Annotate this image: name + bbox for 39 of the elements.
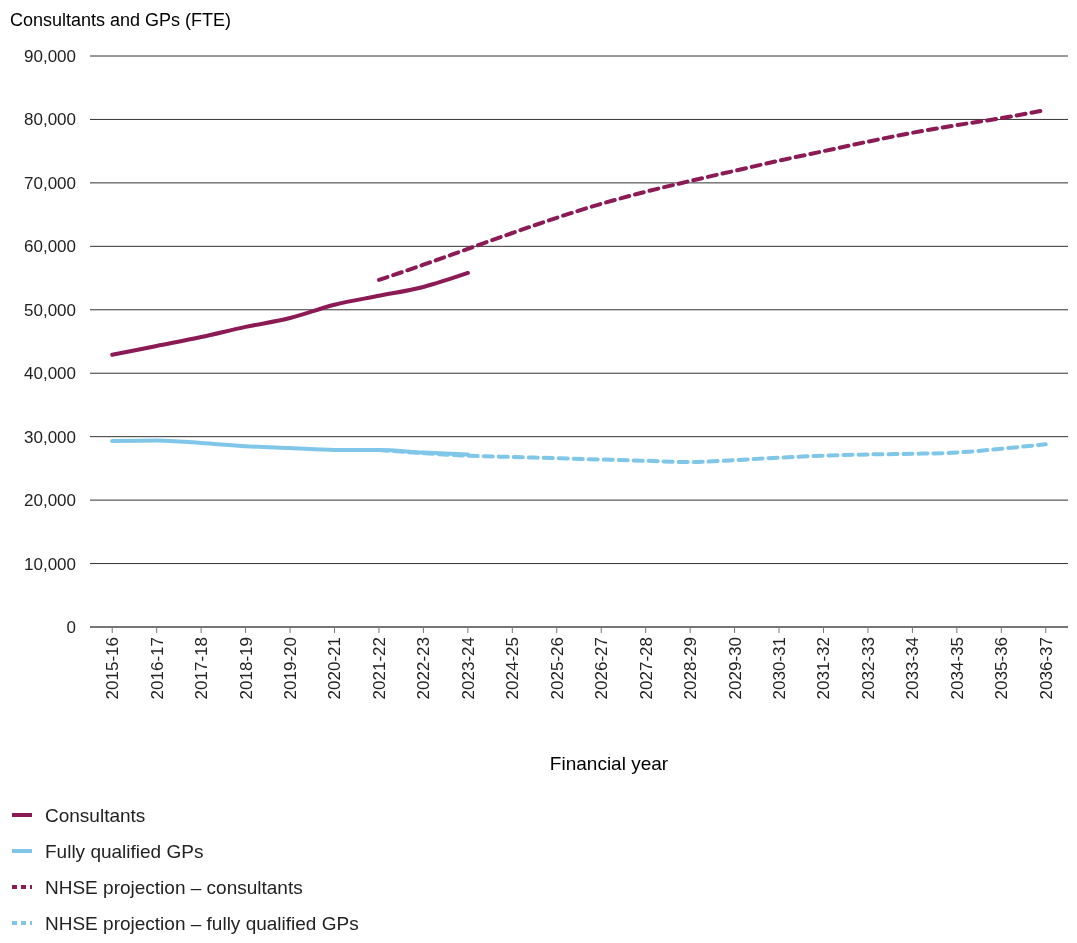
x-tick-label: 2020-21 xyxy=(325,637,345,700)
y-tick-label: 70,000 xyxy=(24,173,76,193)
x-tick-label: 2017-18 xyxy=(192,637,212,700)
x-tick-label: 2025-26 xyxy=(547,637,567,700)
x-tick-label: 2035-36 xyxy=(992,637,1012,700)
legend-label: NHSE projection – fully qualified GPs xyxy=(45,912,359,934)
x-tick-label: 2032-33 xyxy=(858,637,878,700)
x-tick-label: 2034-35 xyxy=(947,637,967,700)
y-tick-label: 60,000 xyxy=(24,237,76,257)
x-tick-label: 2024-25 xyxy=(503,637,523,700)
y-tick-label: 90,000 xyxy=(24,46,76,66)
legend-label: Fully qualified GPs xyxy=(45,840,204,862)
x-tick-label: 2019-20 xyxy=(281,637,300,700)
x-tick-label: 2018-19 xyxy=(236,637,256,700)
x-tick-label: 2022-23 xyxy=(414,637,434,700)
legend-label: NHSE projection – consultants xyxy=(45,876,303,898)
x-tick-label: 2026-27 xyxy=(592,637,612,700)
legend-label: Consultants xyxy=(45,804,146,826)
x-tick-label: 2029-30 xyxy=(725,637,745,700)
x-tick-label: 2036-37 xyxy=(1036,637,1056,700)
x-tick-label: 2028-29 xyxy=(681,637,701,700)
x-tick-label: 2015-16 xyxy=(103,637,123,700)
x-tick-label: 2031-32 xyxy=(814,637,834,700)
x-axis-title: Financial year xyxy=(549,753,669,774)
x-tick-label: 2023-24 xyxy=(458,637,478,700)
x-tick-label: 2033-34 xyxy=(903,637,923,700)
y-tick-label: 20,000 xyxy=(24,491,76,511)
y-tick-label: 10,000 xyxy=(24,554,76,574)
x-tick-label: 2016-17 xyxy=(147,637,167,700)
y-tick-label: 50,000 xyxy=(24,300,76,320)
x-tick-label: 2030-31 xyxy=(770,637,789,700)
line-series xyxy=(110,270,470,357)
y-tick-label: 0 xyxy=(66,617,76,637)
x-tick-label: 2021-22 xyxy=(369,637,389,700)
y-tick-label: 40,000 xyxy=(24,364,76,384)
y-tick-label: 80,000 xyxy=(24,110,76,130)
y-tick-label: 30,000 xyxy=(24,427,76,447)
x-tick-label: 2027-28 xyxy=(636,637,656,700)
y-axis-title: Consultants and GPs (FTE) xyxy=(10,10,232,30)
